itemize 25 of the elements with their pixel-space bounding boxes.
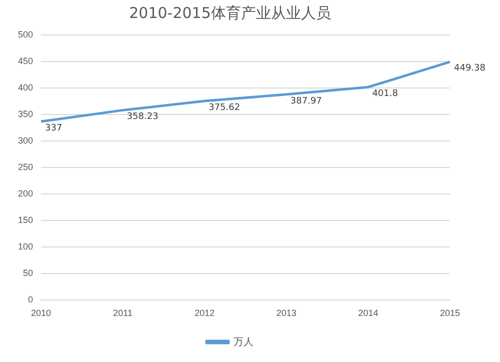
x-tick-label: 2010 [31, 308, 52, 318]
y-tick-label: 500 [18, 29, 34, 40]
data-label: 337 [45, 123, 62, 134]
y-tick-label: 100 [18, 242, 34, 252]
y-tick-label: 200 [18, 188, 34, 199]
x-tick-label: 2012 [194, 308, 215, 318]
y-tick-label: 350 [18, 109, 34, 120]
y-tick-label: 300 [18, 136, 34, 146]
data-label: 375.62 [208, 102, 240, 113]
chart-title: 2010-2015体育产业从业人员 [129, 4, 331, 22]
y-tick-label: 250 [18, 162, 34, 172]
y-tick-label: 450 [18, 56, 34, 66]
x-tick-label: 2014 [358, 308, 378, 318]
data-label: 449.38 [454, 64, 486, 74]
y-tick-label: 150 [18, 215, 34, 226]
x-tick-label: 2013 [276, 308, 296, 318]
legend-label: 万人 [234, 336, 254, 348]
data-label: 358.23 [126, 112, 158, 122]
y-tick-label: 400 [18, 82, 34, 93]
y-tick-label: 50 [23, 268, 34, 278]
x-tick-label: 2011 [113, 308, 132, 318]
x-tick-label: 2015 [440, 308, 460, 318]
data-label: 401.8 [372, 88, 398, 99]
y-tick-label: 0 [28, 294, 34, 305]
data-label: 387.97 [290, 96, 322, 106]
